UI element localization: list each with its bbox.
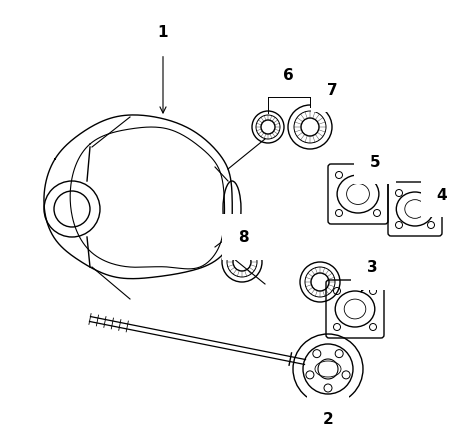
Text: 2: 2 (322, 408, 334, 427)
Text: 4: 4 (431, 187, 447, 202)
Text: 6: 6 (283, 68, 293, 88)
Text: 8: 8 (237, 230, 248, 245)
Text: 3: 3 (361, 260, 377, 293)
Text: 1: 1 (158, 25, 168, 114)
Text: 7: 7 (319, 82, 337, 104)
Text: 5: 5 (369, 154, 380, 174)
